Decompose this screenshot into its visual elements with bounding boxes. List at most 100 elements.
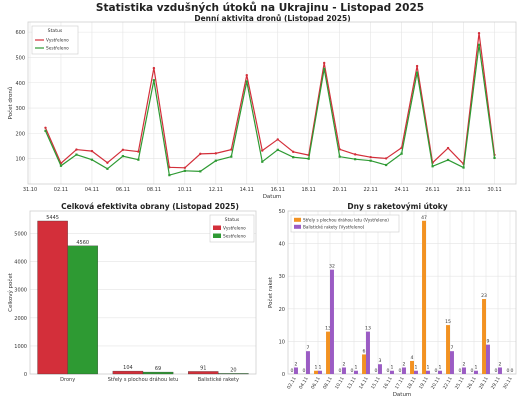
rocket-x-tick-label: 30.11	[502, 376, 514, 390]
data-point-shot-down	[59, 164, 63, 167]
rocket-value-label: 13	[325, 326, 331, 332]
line-y-tick-label: 200	[15, 131, 25, 137]
data-point-shot-down	[431, 165, 434, 168]
rocket-value-label: 13	[365, 326, 371, 332]
bar-legend-label: Sestřeleno	[223, 233, 246, 240]
data-point-shot-down	[323, 67, 326, 70]
bar-legend-label: Vystřeleno	[223, 225, 246, 232]
rocket-bar-cruise	[326, 331, 330, 374]
data-point-launched	[137, 150, 140, 153]
bar-value-label: 5445	[46, 215, 59, 221]
rocket-bar-cruise	[482, 299, 486, 374]
data-point-shot-down	[338, 155, 341, 158]
rocket-value-label: 0	[471, 368, 474, 374]
data-point-shot-down	[261, 160, 264, 163]
line-legend-label: Vystřeleno	[46, 37, 69, 44]
bar-launched	[37, 220, 68, 375]
data-point-shot-down	[354, 158, 357, 161]
rocket-value-label: 15	[445, 319, 451, 325]
rocket-x-tick-label: 22.11	[442, 376, 454, 390]
rocket-bar-cruise	[446, 325, 450, 374]
line-x-tick-label: 24.11	[394, 187, 408, 193]
rocket-bar-ballistic	[390, 370, 394, 374]
data-point-launched	[121, 148, 125, 152]
rocket-x-tick-label: 28.11	[478, 376, 490, 390]
line-y-axis-label: Počet dronů	[7, 87, 14, 120]
data-point-shot-down	[307, 157, 310, 160]
bar-x-tick-label: Drony	[60, 377, 75, 383]
rocket-y-axis-label: Počet raket	[267, 276, 274, 308]
rocket-value-label: 0	[387, 368, 390, 374]
bar-y-tick-label: 2000	[14, 316, 27, 322]
rocket-bar-cruise	[362, 354, 366, 374]
line-x-tick-label: 28.11	[456, 187, 470, 193]
bar-legend-swatch	[213, 233, 221, 238]
line-legend-title: Status	[48, 28, 63, 34]
data-point-launched	[477, 31, 481, 35]
rocket-bar-ballistic	[294, 367, 298, 374]
rocket-value-label: 0	[399, 368, 402, 374]
data-point-shot-down	[168, 174, 171, 177]
bar-chart-title: Celková efektivita obrany (Listopad 2025…	[61, 202, 239, 211]
data-point-launched	[369, 155, 372, 159]
rocket-legend-label: Střely s plochou dráhou letu (Vystřeleno…	[303, 218, 389, 223]
rocket-bar-ballistic	[438, 370, 442, 374]
rocket-value-label: 0	[303, 368, 306, 374]
rocket-x-tick-label: 17.11	[394, 376, 406, 390]
data-point-launched	[75, 148, 78, 151]
rocket-value-label: 7	[307, 345, 310, 351]
series-line-launched	[44, 33, 496, 169]
line-x-tick-label: 22.11	[363, 187, 377, 193]
line-x-tick-label: 08.11	[147, 187, 161, 193]
rocket-bar-cruise	[410, 360, 414, 374]
data-point-launched	[245, 73, 248, 77]
rocket-value-label: 2	[499, 361, 502, 367]
bar-shot-down	[142, 371, 174, 375]
rocket-bar-ballistic	[414, 370, 418, 374]
rocket-chart-title: Dny s raketovými útoky	[347, 202, 448, 211]
bar-legend-swatch	[213, 225, 221, 230]
rocket-value-label: 2	[343, 361, 346, 367]
rocket-value-label: 1	[475, 365, 478, 371]
data-point-shot-down	[90, 158, 94, 161]
line-x-tick-label: 06.11	[116, 187, 130, 193]
data-point-launched	[230, 148, 233, 151]
rocket-value-label: 1	[415, 365, 418, 371]
line-y-tick-label: 500	[15, 55, 25, 61]
line-x-tick-label: 04.11	[85, 187, 99, 193]
data-point-launched	[90, 149, 94, 153]
line-y-tick-label: 100	[15, 157, 25, 163]
line-plot-frame	[27, 21, 517, 185]
rocket-value-label: 32	[329, 264, 335, 270]
figure-title: Statistika vzdušných útoků na Ukrajinu -…	[95, 2, 425, 14]
data-point-shot-down	[137, 158, 140, 161]
rocket-bar-ballistic	[366, 331, 370, 374]
bar-value-label: 20	[230, 367, 236, 373]
data-point-shot-down	[230, 155, 233, 158]
rocket-x-axis-label: Datum	[393, 392, 412, 398]
rocket-x-tick-label: 29.11	[490, 376, 502, 390]
rocket-bar-ballistic	[402, 367, 406, 374]
rocket-y-tick-label: 0	[282, 372, 285, 378]
data-point-launched	[415, 64, 419, 68]
rocket-value-label: 0	[291, 368, 294, 374]
rocket-value-label: 0	[375, 368, 378, 374]
data-point-launched	[292, 150, 295, 154]
bar-value-label: 91	[200, 365, 206, 371]
line-x-tick-label: 02.11	[54, 187, 68, 193]
bar-y-tick-label: 4000	[14, 260, 27, 266]
data-point-launched	[446, 146, 450, 150]
data-point-shot-down	[462, 166, 465, 169]
line-x-tick-label: 31.10	[23, 187, 37, 193]
data-point-shot-down	[477, 43, 481, 46]
bar-value-label: 4560	[76, 240, 89, 246]
bar-y-tick-label: 1000	[14, 344, 27, 350]
data-point-launched	[106, 161, 109, 164]
line-y-tick-label: 600	[15, 30, 25, 36]
rocket-value-label: 2	[295, 361, 298, 367]
rocket-value-label: 1	[319, 365, 322, 371]
rocket-value-label: 1	[315, 365, 318, 371]
rocket-x-tick-label: 14.11	[358, 376, 370, 390]
data-point-shot-down	[292, 156, 295, 159]
